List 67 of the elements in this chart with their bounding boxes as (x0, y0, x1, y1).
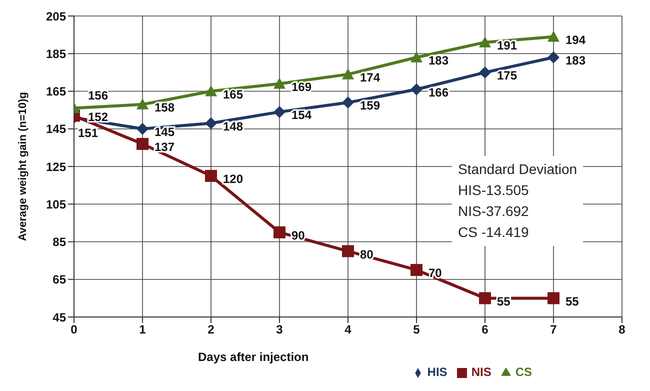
x-tick-label: 1 (139, 322, 146, 337)
y-tick-label: 105 (46, 197, 66, 212)
data-label: 137 (154, 140, 175, 154)
data-label: 191 (497, 38, 518, 53)
x-tick-label: 7 (550, 322, 558, 337)
annotation: NIS-37.692 (458, 202, 530, 221)
point (410, 83, 422, 96)
legend-label: NIS (471, 365, 492, 379)
data-label: 183 (566, 54, 586, 68)
x-tick-label: 5 (413, 322, 420, 337)
y-tick-label: 185 (46, 46, 66, 61)
data-label: 175 (497, 68, 518, 83)
data-label: 55 (566, 294, 580, 308)
legend-label: HIS (427, 365, 448, 379)
y-tick-label: 145 (46, 122, 66, 136)
annotation: CS -14.419 (458, 223, 530, 242)
point (479, 36, 491, 48)
data-label: 174 (360, 70, 380, 84)
data-label: 145 (154, 125, 175, 140)
point (342, 245, 354, 258)
data-label: 165 (223, 87, 244, 102)
data-label: 156 (88, 88, 108, 102)
annotation: HIS-13.505 (458, 181, 530, 200)
point (410, 51, 422, 62)
point (548, 292, 560, 304)
point (205, 85, 217, 96)
data-label: 159 (360, 98, 380, 113)
x-tick-label: 6 (482, 322, 489, 337)
point (274, 226, 286, 238)
point (342, 96, 354, 109)
point (274, 106, 286, 118)
point (410, 264, 422, 276)
x-tick-label: 0 (70, 322, 78, 337)
point (136, 138, 148, 150)
point (479, 292, 491, 304)
y-tick-label: 65 (52, 272, 66, 287)
data-label: 169 (292, 80, 312, 94)
data-label: 158 (154, 100, 175, 115)
x-tick-label: 8 (618, 322, 626, 337)
y-tick-label: 125 (46, 160, 66, 174)
point (274, 78, 286, 89)
y-tick-label: 85 (52, 235, 66, 250)
y-tick-label: 45 (52, 310, 66, 324)
point (205, 170, 217, 182)
x-axis-title: Days after injection (198, 350, 309, 364)
legend-label: CS (515, 365, 532, 379)
point (205, 117, 217, 130)
point (136, 98, 148, 110)
y-tick-label: 165 (46, 84, 66, 99)
data-label: 154 (292, 108, 312, 122)
point (479, 66, 491, 78)
point (136, 122, 148, 135)
data-label: 194 (566, 32, 586, 47)
data-label: 151 (78, 126, 98, 140)
data-label: 120 (223, 172, 244, 186)
data-label: 70 (428, 266, 442, 280)
annotation: Standard Deviation (458, 160, 578, 179)
x-tick-label: 2 (208, 322, 215, 337)
x-tick-label: 4 (344, 322, 352, 337)
data-label: 152 (88, 110, 108, 124)
y-tick-label: 205 (46, 9, 66, 24)
point (548, 30, 560, 42)
x-tick-label: 3 (276, 322, 284, 337)
point (548, 51, 560, 64)
y-axis-title: Average weight gain (n=10)g (16, 92, 29, 242)
data-label: 183 (428, 54, 449, 68)
point (342, 68, 354, 80)
